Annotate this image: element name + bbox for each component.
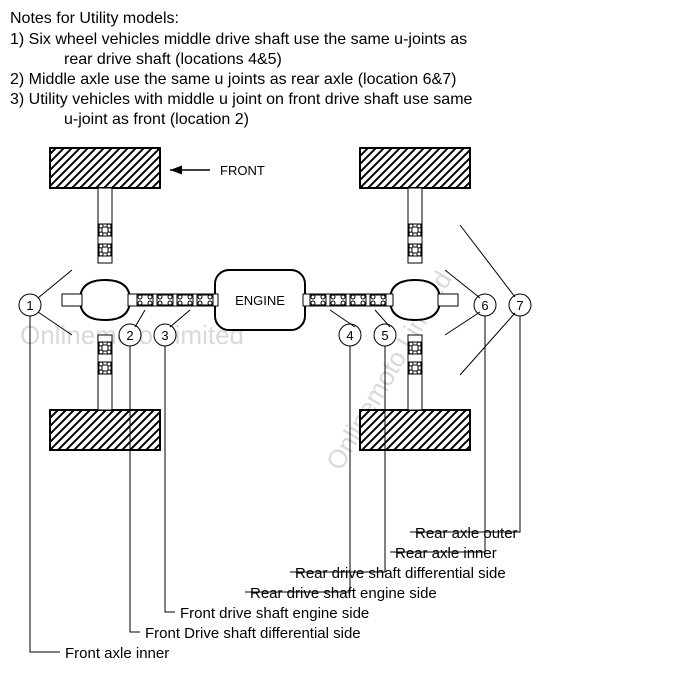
label-1: Front axle inner — [65, 645, 169, 662]
label-2: Front Drive shaft differential side — [145, 625, 361, 642]
label-6: Rear axle inner — [395, 545, 497, 562]
front-label: FRONT — [220, 163, 265, 178]
svg-text:6: 6 — [481, 298, 488, 313]
note-2: 2) Middle axle use the same u joints as … — [10, 70, 690, 90]
drivetrain-diagram: Onlinemoto Limited Onlinemoto Limited — [10, 130, 690, 680]
front-differential — [80, 280, 130, 320]
note-3a: 3) Utility vehicles with middle u joint … — [10, 90, 690, 110]
svg-text:5: 5 — [381, 328, 388, 343]
note-3b: u-joint as front (location 2) — [10, 110, 690, 130]
label-3: Front drive shaft engine side — [180, 605, 369, 622]
wheel-rear-left — [360, 148, 470, 188]
wheel-front-right — [50, 410, 160, 450]
svg-text:3: 3 — [161, 328, 168, 343]
svg-text:4: 4 — [346, 328, 353, 343]
wheel-rear-right — [360, 410, 470, 450]
note-1b: rear drive shaft (locations 4&5) — [10, 50, 690, 70]
svg-text:2: 2 — [126, 328, 133, 343]
label-7: Rear axle outer — [415, 525, 518, 542]
notes-title: Notes for Utility models: — [10, 10, 690, 28]
label-5: Rear drive shaft differential side — [295, 565, 506, 582]
svg-text:1: 1 — [26, 298, 33, 313]
label-4: Rear drive shaft engine side — [250, 585, 437, 602]
notes-block: Notes for Utility models: 1) Six wheel v… — [10, 10, 690, 130]
wheel-front-left — [50, 148, 160, 188]
engine-label: ENGINE — [235, 293, 285, 308]
note-1a: 1) Six wheel vehicles middle drive shaft… — [10, 30, 690, 50]
rear-differential — [390, 280, 440, 320]
svg-text:7: 7 — [516, 298, 523, 313]
